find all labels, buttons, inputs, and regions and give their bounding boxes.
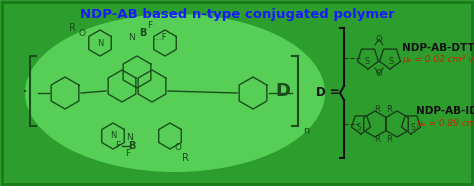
Text: B: B <box>128 141 136 151</box>
Text: B: B <box>139 28 146 38</box>
Text: n: n <box>303 126 309 136</box>
Text: F: F <box>126 150 130 158</box>
Text: S: S <box>365 57 370 67</box>
Text: O: O <box>376 34 383 44</box>
Text: S: S <box>388 57 393 67</box>
Text: O: O <box>174 144 182 153</box>
Text: R: R <box>386 134 392 144</box>
Ellipse shape <box>25 14 325 172</box>
Text: NDP-AB-IDT: NDP-AB-IDT <box>416 106 474 116</box>
Text: F: F <box>116 142 120 150</box>
Text: R: R <box>69 23 75 33</box>
Text: ...F: ...F <box>153 33 167 42</box>
Text: NDP-AB-DTT: NDP-AB-DTT <box>402 43 474 53</box>
Text: R: R <box>182 153 189 163</box>
Text: N: N <box>128 33 136 42</box>
Text: N: N <box>127 134 133 142</box>
Text: μₑ = 0.89 cm² v⁻¹ s⁻¹: μₑ = 0.89 cm² v⁻¹ s⁻¹ <box>416 118 474 127</box>
Text: D: D <box>275 82 291 100</box>
Text: N: N <box>97 39 103 47</box>
Text: S: S <box>410 123 415 132</box>
Text: F: F <box>147 22 153 31</box>
Text: R: R <box>374 134 380 144</box>
Text: O: O <box>376 70 383 78</box>
Text: D =: D = <box>316 86 340 100</box>
Text: μₑ = 0.02 cm² v⁻¹ s⁻¹: μₑ = 0.02 cm² v⁻¹ s⁻¹ <box>402 55 474 65</box>
Text: R: R <box>386 105 392 113</box>
Text: S: S <box>356 123 361 132</box>
Text: R: R <box>374 105 380 113</box>
Text: NDP-AB based n-type conjugated polymer: NDP-AB based n-type conjugated polymer <box>80 8 394 21</box>
Text: N: N <box>110 132 116 140</box>
Text: O: O <box>79 28 85 38</box>
